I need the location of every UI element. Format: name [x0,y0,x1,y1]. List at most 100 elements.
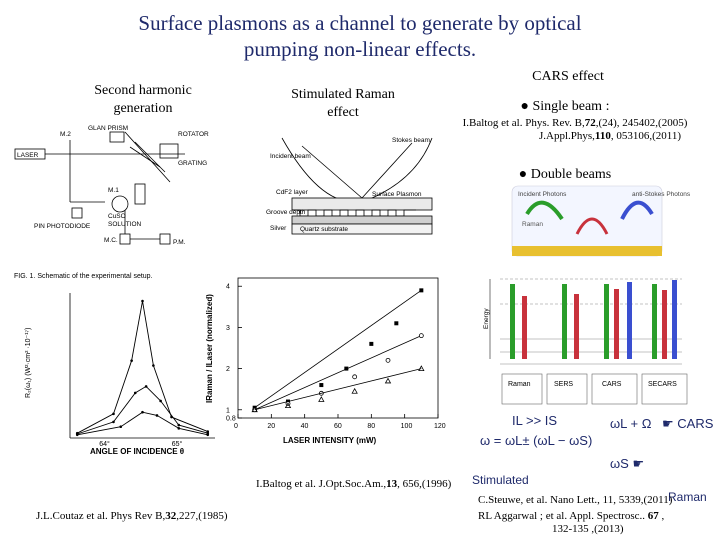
cars-ref-part: , 053106,(2011) [610,130,681,142]
shg-data-point [119,425,123,429]
sample-circle [111,195,129,213]
raman-ref-part: , 656,(1996) [397,478,452,490]
anti-stokes-label: anti-Stokes Photons [632,191,691,198]
aggarwal-reference-pages: 132-135 ,(2013) [552,523,624,535]
raman-chart-x-label: LASER INTENSITY (mW) [283,436,377,445]
mc-box [119,233,131,245]
m1-label: M.1 [108,187,119,194]
omega-equation: ω = ωL± (ωL − ωS) [480,433,593,448]
shg-data-point [112,412,115,416]
cars-ref-part: J.Appl.Phys, [538,130,595,142]
cars-reference: I.Baltog et al. Phys. Rev. B,72,(24), 24… [445,117,705,143]
stokes-beam-line [361,142,413,199]
raman-setup-diagram: Stokes beam Incident beam CdF2 layer Sur… [266,137,433,235]
shg-data-point [177,423,181,427]
raman-point-circle [385,357,391,363]
cars-pointer-label: CARS [677,416,714,431]
aggarwal-reference: RL Aggarwal ; et al. Appl. Spectrosc.. 6… [478,510,664,523]
pin-photodiode-box [71,207,83,219]
cars-ref-part: I.Baltog et al. Phys. Rev. B, [462,117,585,129]
silver-layer [291,215,433,225]
shg-data-point [112,420,115,424]
shg-data-point [155,414,159,417]
raman-y-tick-label: 2 [226,366,230,373]
stokes-beam-label: Stokes beam [392,137,430,144]
raman-point-triangle [318,396,325,402]
shg-data-point [144,385,148,388]
raman-point-circle [418,333,424,339]
raman-x-tick-label: 20 [267,423,275,430]
cars-ref-volume: 72 [584,117,596,129]
secars-column-label: SECARS [648,381,677,388]
grating-label: GRATING [178,160,207,167]
raman-x-tick-label: 80 [367,423,375,430]
shg-ref-part: J.L.Coutaz et al. Phys Rev B, [36,510,166,522]
single-beam-label: ● Single beam : [520,99,610,114]
raman-point-square [394,321,399,326]
stimulated-label: Stimulated [472,473,529,487]
pin-photodiode-label: PIN PHOTODIODE [34,223,91,230]
groove-label: Groove depth [266,209,306,216]
schematic-caption: FIG. 1. Schematic of the experimental se… [14,273,153,280]
shg-x-tick-label: 64° [99,440,110,448]
cars-ref-part: ,(24), 245402,(2005) [595,117,688,129]
aggarwal-ref-part: , [658,510,665,522]
title-line-2: pumping non-linear effects. [243,37,477,61]
shg-reference: J.L.Coutaz et al. Phys Rev B,32,227,(198… [36,510,228,523]
blue-photon-arrow [620,200,654,220]
cdf2-layer [291,197,433,211]
shg-data-point [75,433,79,437]
shg-chart: 64° 65° ANGLE OF INCIDENCE θ R₂(ω₁) (W²·c… [25,293,215,456]
raman-x-tick-label: 60 [334,423,342,430]
cars-column-label: CARS [602,381,622,388]
metal-film [512,246,662,256]
raman-x-tick-label: 40 [301,423,309,430]
raman-label: Raman [668,490,707,504]
raman-fit-line-3 [254,368,422,411]
raman-chart-y-label: IRaman / ILaser (normalized) [205,294,214,403]
shg-data-point [177,427,181,430]
raman-y-tick-label: 4 [226,284,230,291]
shg-data-point [141,299,144,303]
transition-arrows [510,280,677,359]
raman-photon-label: Raman [522,221,543,228]
shg-chart-x-ticks: 64° 65° [99,440,182,448]
cdf2-label: CdF2 layer [276,189,309,196]
energy-axis-label: Energy [483,308,490,329]
shg-chart-x-label: ANGLE OF INCIDENCE θ [90,447,184,456]
shg-curve-2 [77,385,208,435]
filter-box [134,183,146,205]
column-boxes [501,373,688,405]
raman-y-tick-label: 3 [226,325,230,332]
grating-hatch [129,146,161,168]
glan-prism-box [109,131,125,143]
incident-beam-label: Incident beam [270,153,311,160]
ws-text: ωS [610,456,629,471]
raman-point-triangle [418,365,425,371]
raman-column-label: Raman [508,381,531,388]
raman-x-tick-label: 0 [234,423,238,430]
shg-data-point [133,391,137,395]
shg-data-point [152,364,155,367]
energy-levels [500,278,682,365]
raman-point-triangle [284,402,292,409]
raman-heading-line1: Stimulated Raman [291,87,395,102]
sers-column-label: SERS [554,381,573,388]
cars-pointer: ☛ CARS [662,416,714,431]
aggarwal-ref-volume: 67 [647,510,659,522]
intensity-condition: IL >> IS [512,413,558,428]
raman-chart-x-ticks: 0 20 40 60 80 100 120 [234,414,446,430]
aggarwal-ref-part: RL Aggarwal ; et al. Appl. Spectrosc.. [478,510,648,522]
energy-level-diagram: Incident Photons anti-Stokes Photons Ram… [482,184,700,414]
raman-chart-series [251,288,425,413]
shg-heading-line2: generation [113,101,173,116]
silver-label: Silver [270,225,287,232]
steuwe-reference: C.Steuwe, et al. Nano Lett., 11, 5339,(2… [478,494,673,506]
raman-fit-line-1 [254,290,422,409]
raman-point-square [419,288,424,293]
grating-hatch [134,141,166,173]
shg-ref-part: ,227,(1985) [176,510,228,522]
raman-chart-frame [237,277,439,419]
m2-label: M.2 [60,131,71,138]
raman-heading-line2: effect [327,105,359,120]
